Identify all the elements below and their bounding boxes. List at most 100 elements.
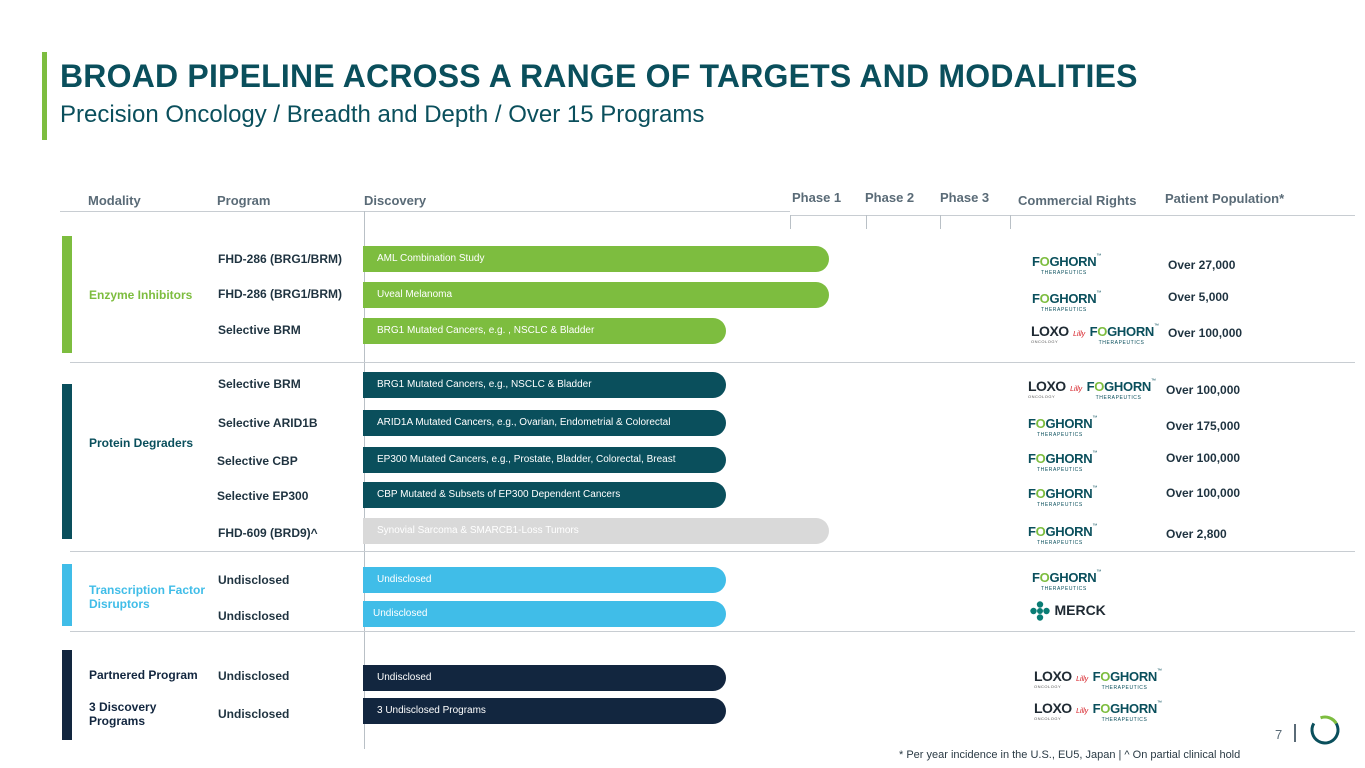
foghorn-ring-icon [1310,715,1340,745]
pipeline-bar: Uveal Melanoma [363,282,829,308]
foghorn-sub: THERAPEUTICS [1037,502,1083,508]
pipeline-bar: AML Combination Study [363,246,829,272]
header-patient-population: Patient Population* [1165,191,1285,206]
foghorn-sub: THERAPEUTICS [1095,395,1142,401]
loxo-foghorn-logo: LOXO ONCOLOGY Lilly FOGHORN™ THERAPEUTICS [1031,324,1159,346]
program-name: Selective ARID1B [218,416,318,430]
phase2-tick [866,215,867,229]
title-accent-bar [42,52,47,140]
pipeline-bar: Synovial Sarcoma & SMARCB1-Loss Tumors [363,518,829,544]
foghorn-logo: FOGHORN™ THERAPEUTICS [1028,486,1097,508]
footnote: * Per year incidence in the U.S., EU5, J… [899,749,1241,761]
loxo-foghorn-logo: LOXO ONCOLOGY Lilly FOGHORN™ THERAPEUTICS [1028,379,1156,401]
header-program: Program [217,193,271,208]
foghorn-sub: THERAPEUTICS [1037,432,1083,438]
lilly-mark: Lilly [1073,331,1086,338]
header-commercial-rights: Commercial Rights [1018,193,1137,208]
merck-mark-icon [1030,601,1050,621]
program-name: Selective CBP [217,454,298,468]
program-name: Undisclosed [218,609,290,623]
foghorn-wordmark: FOGHORN™ [1092,700,1162,716]
foghorn-wordmark: FOGHORN™ [1089,323,1159,339]
loxo-sub: ONCOLOGY [1034,716,1062,721]
enzyme-group-bar [62,236,72,353]
merck-wordmark: MERCK [1054,602,1106,619]
patient-population: Over 5,000 [1168,290,1229,304]
loxo-wordmark: LOXO [1028,378,1066,394]
pipeline-bar: EP300 Mutated Cancers, e.g., Prostate, B… [363,447,726,473]
program-name: FHD-286 (BRG1/BRM) [218,287,343,301]
pipeline-bar: CBP Mutated & Subsets of EP300 Dependent… [363,482,726,508]
program-name: Selective EP300 [217,489,309,503]
pipeline-bar: BRG1 Mutated Cancers, e.g., NSCLC & Blad… [363,372,726,398]
foghorn-sub: THERAPEUTICS [1041,586,1087,592]
pipeline-bar: ARID1A Mutated Cancers, e.g., Ovarian, E… [363,410,726,436]
pipeline-bar: 3 Undisclosed Programs [363,698,726,724]
discovery-divider [364,211,365,749]
loxo-foghorn-logo: LOXO ONCOLOGY Lilly FOGHORN™ THERAPEUTICS [1034,669,1162,691]
program-name: FHD-286 (BRG1/BRM) [218,252,343,266]
foghorn-wordmark: FOGHORN™ [1028,523,1098,539]
page-subtitle: Precision Oncology / Breadth and Depth /… [60,101,705,128]
program-name: Selective BRM [218,323,301,337]
foghorn-sub: THERAPEUTICS [1037,467,1083,473]
page-number: 7 [1275,727,1283,742]
header-modality: Modality [88,193,141,208]
merck-logo: MERCK [1030,601,1106,621]
header-discovery: Discovery [364,193,427,208]
program-name: Undisclosed [218,573,290,587]
foghorn-wordmark: FOGHORN™ [1092,668,1162,684]
foghorn-sub: THERAPEUTICS [1101,685,1148,691]
modality-transcription-factor-disruptors: Transcription Factor Disruptors [89,583,206,611]
pipeline-bar: Undisclosed [363,567,726,593]
degraders-group-bar [62,384,72,539]
header-rule-left [60,211,360,212]
header-phase3: Phase 3 [940,190,990,205]
loxo-wordmark: LOXO [1031,323,1069,339]
header-rule-right [790,215,1355,216]
foghorn-logo: FOGHORN™ THERAPEUTICS [1032,291,1101,313]
tf-group-bar [62,564,72,626]
foghorn-sub: THERAPEUTICS [1041,307,1087,313]
program-name: Undisclosed [218,707,290,721]
page-divider [1294,724,1296,742]
program-name: Undisclosed [218,669,290,683]
foghorn-wordmark: FOGHORN™ [1028,415,1098,431]
lilly-mark: Lilly [1070,386,1083,393]
modality-protein-degraders: Protein Degraders [89,436,194,450]
program-name: FHD-609 (BRD9)^ [218,526,318,540]
modality-enzyme-inhibitors: Enzyme Inhibitors [89,288,193,302]
patient-population: Over 100,000 [1168,326,1243,340]
foghorn-logo: FOGHORN™ THERAPEUTICS [1028,524,1097,546]
phase3-tick [940,215,941,229]
patient-population: Over 100,000 [1166,383,1241,397]
patient-population: Over 100,000 [1166,451,1241,465]
loxo-sub: ONCOLOGY [1028,394,1056,399]
foghorn-wordmark: FOGHORN™ [1032,290,1102,306]
foghorn-logo: FOGHORN™ THERAPEUTICS [1032,570,1101,592]
loxo-wordmark: LOXO [1034,700,1072,716]
patient-population: Over 175,000 [1166,419,1241,433]
partnered-group-bar [62,650,72,740]
patient-population: Over 2,800 [1166,527,1227,541]
pipeline-bar: Undisclosed [363,601,726,627]
foghorn-wordmark: FOGHORN™ [1032,253,1102,269]
foghorn-wordmark: FOGHORN™ [1028,450,1098,466]
header-phase2: Phase 2 [865,190,915,205]
foghorn-wordmark: FOGHORN™ [1028,485,1098,501]
header-rule-discovery [360,211,790,212]
foghorn-logo: FOGHORN™ THERAPEUTICS [1032,254,1101,276]
pipeline-bar: BRG1 Mutated Cancers, e.g. , NSCLC & Bla… [363,318,726,344]
foghorn-wordmark: FOGHORN™ [1086,378,1156,394]
loxo-wordmark: LOXO [1034,668,1072,684]
phase1-tick [790,215,791,229]
program-name: Selective BRM [218,377,301,391]
loxo-sub: ONCOLOGY [1031,339,1059,344]
modality-3-discovery-programs: 3 Discovery Programs [89,700,157,728]
loxo-sub: ONCOLOGY [1034,684,1062,689]
patient-population: Over 27,000 [1168,258,1236,272]
lilly-mark: Lilly [1076,708,1089,715]
group-separator [70,631,1355,632]
foghorn-sub: THERAPEUTICS [1041,270,1087,276]
pipeline-bar: Undisclosed [363,665,726,691]
